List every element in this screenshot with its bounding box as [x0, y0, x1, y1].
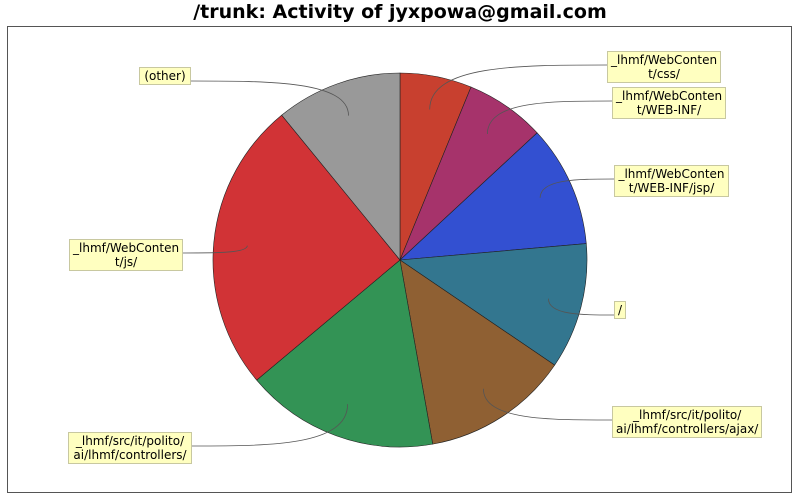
leader-line: [191, 404, 349, 447]
slice-label: _lhmf/WebConten t/css/: [607, 51, 722, 83]
leader-line: [539, 178, 615, 198]
slice-label: /: [614, 301, 627, 319]
leader-line: [486, 100, 613, 134]
pie-slice: [399, 132, 587, 261]
slice-label: (other): [139, 67, 191, 85]
pie-slice: [399, 259, 556, 445]
leader-line: [182, 245, 248, 254]
chart-title: /trunk: Activity of jyxpowa@gmail.com: [193, 1, 607, 23]
leader-line: [429, 64, 608, 110]
pie-slice: [281, 72, 401, 261]
pie-slice: [399, 243, 588, 366]
leader-line: [190, 80, 349, 116]
pie-slices: [212, 72, 588, 448]
slice-label: _lhmf/WebConten t/WEB-INF/jsp/: [614, 165, 729, 197]
leader-line: [482, 388, 613, 421]
slice-label: _lhmf/WebConten t/WEB-INF/: [612, 87, 727, 119]
leader-line: [548, 298, 615, 316]
pie-slice: [256, 259, 434, 448]
slice-label: _lhmf/src/it/polito/ ai/lhmf/controllers…: [68, 432, 192, 464]
slice-label: _lhmf/src/it/polito/ ai/lhmf/controllers…: [612, 406, 763, 438]
slice-label: _lhmf/WebConten t/js/: [69, 239, 184, 271]
pie-slice: [212, 114, 401, 381]
plot-frame: [7, 26, 792, 493]
leader-lines: [182, 64, 615, 447]
